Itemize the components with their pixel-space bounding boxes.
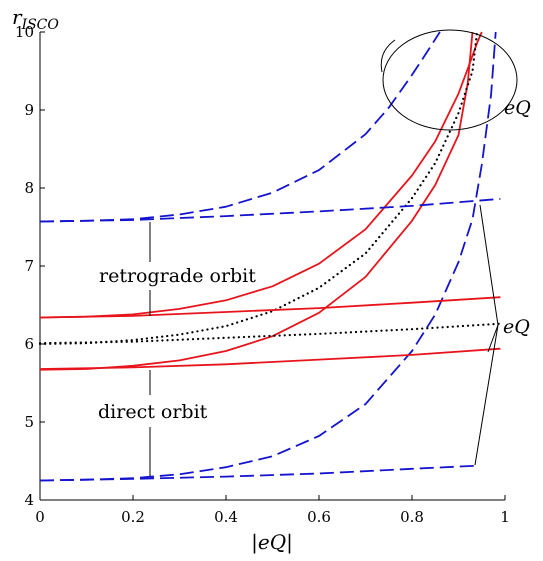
series-line-black-dotted xyxy=(38,30,479,346)
eq-ellipse-tail xyxy=(380,39,396,73)
x-tick-label: 0.8 xyxy=(400,508,424,526)
y-tick-label: 8 xyxy=(24,179,34,197)
annotation-eq-top: eQ xyxy=(504,97,531,119)
series-line-red-solid xyxy=(39,31,483,319)
y-tick-label: 9 xyxy=(24,101,34,119)
y-tick-label: 7 xyxy=(24,257,34,275)
x-tick-label: 0.6 xyxy=(307,508,331,526)
annotation-retrograde: retrograde orbit xyxy=(99,265,256,287)
y-tick-label: 6 xyxy=(24,335,34,353)
y-tick-label: 5 xyxy=(24,413,34,431)
series-layer xyxy=(38,30,502,482)
annotation-direct: direct orbit xyxy=(98,401,208,423)
series-line-blue-dashed xyxy=(39,198,501,223)
annotation-lines xyxy=(149,29,518,476)
x-tick-label: 0.2 xyxy=(121,508,145,526)
series-line-blue-dashed xyxy=(39,31,497,482)
annotation-eq-mid: eQ xyxy=(503,316,530,338)
eq-bracket-mid xyxy=(487,324,499,353)
eq-ellipse xyxy=(382,29,518,131)
series-line-red-solid xyxy=(39,347,501,370)
x-axis-title: |eQ| xyxy=(251,530,293,555)
series-line-blue-dashed xyxy=(39,31,441,223)
series-line-red-solid xyxy=(39,31,474,371)
y-tick-label: 10 xyxy=(15,23,34,41)
x-tick-label: 0 xyxy=(35,508,45,526)
x-tick-label: 0.4 xyxy=(214,508,238,526)
y-axis-title: rISCO xyxy=(12,5,59,33)
series-line-black-dotted xyxy=(38,322,502,345)
y-tick-label: 4 xyxy=(24,491,34,509)
series-line-blue-dashed xyxy=(39,464,478,482)
series-line-red-solid xyxy=(39,296,501,319)
ticks: 0 0.2 0.4 0.6 0.8 1 4 5 6 7 8 9 10 xyxy=(15,23,510,526)
x-tick-label: 1 xyxy=(500,508,510,526)
